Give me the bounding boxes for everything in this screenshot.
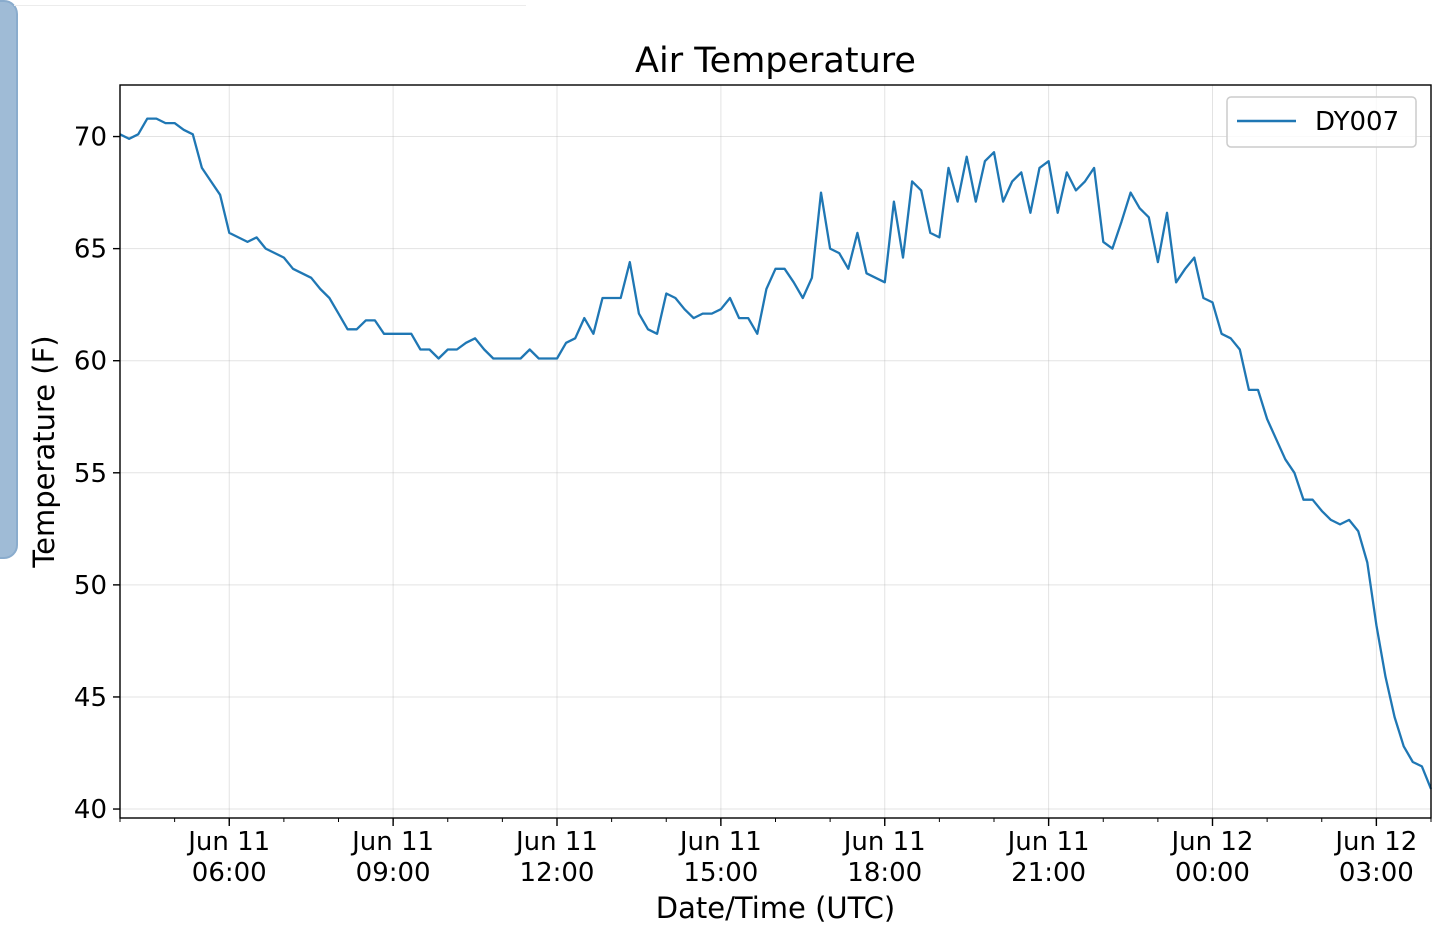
y-axis: 40 45 50 55 60 65 70 (74, 123, 120, 825)
y-tick-label: 60 (74, 347, 107, 377)
plot-area-frame (119, 84, 1432, 819)
x-tick-label-date: Jun 11 (842, 827, 926, 857)
legend-box (1226, 96, 1417, 148)
x-tick-label-date: Jun 12 (1170, 827, 1254, 857)
series-line-dy007 (119, 117, 1433, 790)
top-strip (14, 0, 526, 6)
series-lines (119, 117, 1433, 790)
grid-lines (120, 85, 1431, 818)
x-tick-label-date: Jun 12 (1333, 827, 1417, 857)
y-tick-label: 40 (74, 795, 107, 825)
x-tick-label-time: 09:00 (356, 858, 431, 888)
x-tick-label-time: 18:00 (847, 858, 922, 888)
x-tick-label-time: 06:00 (192, 858, 267, 888)
y-tick-label: 50 (74, 571, 107, 601)
x-tick-label-time: 03:00 (1339, 858, 1414, 888)
x-tick-label-time: 00:00 (1175, 858, 1250, 888)
y-tick-label: 45 (74, 683, 107, 713)
x-tick-label-time: 21:00 (1011, 858, 1086, 888)
x-tick-label-date: Jun 11 (186, 827, 270, 857)
x-tick-label-date: Jun 11 (350, 827, 434, 857)
y-tick-label: 55 (74, 459, 107, 489)
y-tick-label: 70 (74, 123, 107, 153)
legend: DY007 (1226, 96, 1417, 148)
x-tick-label-time: 12:00 (520, 858, 595, 888)
x-axis-title: Date/Time (UTC) (656, 891, 895, 925)
side-panel-edge (0, 0, 18, 559)
y-axis-title: Temperature (F) (27, 335, 61, 568)
y-tick-label: 65 (74, 235, 107, 265)
legend-label-dy007: DY007 (1315, 107, 1399, 137)
x-tick-label-time: 15:00 (683, 858, 758, 888)
x-tick-label-date: Jun 11 (1006, 827, 1090, 857)
x-tick-label-date: Jun 11 (678, 827, 762, 857)
x-tick-label-date: Jun 11 (514, 827, 598, 857)
chart-title: Air Temperature (635, 41, 916, 81)
